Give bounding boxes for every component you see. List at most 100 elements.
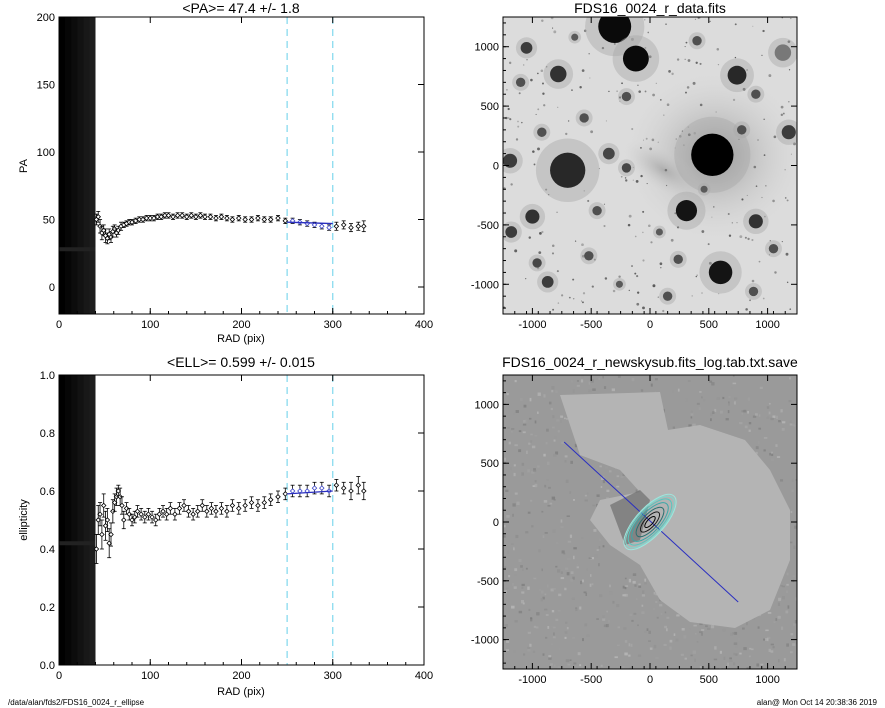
residual-speck: [518, 430, 522, 433]
residual-speck: [504, 457, 506, 461]
faint-source: [642, 231, 644, 234]
pa-plot: 0 100 200 300 400 0 50 100 150 200 <PA>= 47.4 +/-…: [18, 0, 433, 345]
residual-speck: [727, 662, 729, 666]
residual-speck: [572, 389, 575, 393]
faint-source: [676, 226, 680, 229]
residual-speck: [702, 398, 706, 402]
residual-speck: [518, 449, 522, 453]
residual-speck: [729, 660, 733, 662]
residual-speck: [713, 658, 718, 661]
faint-source: [713, 206, 715, 208]
residual-speck: [793, 424, 797, 427]
residual-speck: [569, 659, 572, 662]
residual-speck: [777, 602, 781, 606]
residual-speck: [785, 610, 789, 614]
ell-data-point: [255, 502, 261, 509]
residual-speck: [584, 623, 588, 627]
residual-speck: [791, 478, 794, 483]
bright-source: [598, 17, 632, 43]
residual-speck: [669, 639, 673, 643]
footer-timestamp: alan@ Mon Oct 14 20:38:36 2019: [757, 698, 878, 707]
faint-source: [550, 17, 554, 20]
residual-speck: [546, 428, 549, 432]
residual-speck: [572, 637, 576, 639]
residual-speck: [577, 652, 581, 656]
residual-speck: [681, 628, 685, 631]
faint-source: [709, 175, 711, 177]
faint-source: [601, 46, 605, 50]
residual-speck: [699, 631, 703, 634]
ell-data-point: [242, 502, 248, 509]
residual-speck: [505, 588, 509, 592]
faint-source: [541, 230, 544, 234]
residual-speck: [533, 468, 536, 472]
residual-speck: [698, 407, 701, 411]
residual-speck: [546, 461, 550, 466]
pa-masked-band: [89, 17, 96, 314]
faint-source: [604, 277, 608, 280]
residual-speck: [514, 620, 518, 623]
residual-speck: [589, 574, 592, 577]
faint-source: [551, 252, 555, 255]
residual-speck: [570, 460, 574, 464]
residual-speck: [553, 439, 556, 442]
pa-data-point: [348, 224, 354, 231]
residual-speck: [773, 621, 776, 624]
faint-source: [734, 23, 737, 26]
ell-title: <ELL>= 0.599 +/- 0.015: [167, 354, 315, 370]
ell-data-point: [229, 502, 236, 509]
residual-speck: [583, 591, 587, 594]
pa-data-point: [129, 219, 135, 225]
residual-speck: [734, 397, 738, 400]
residual-speck: [525, 450, 528, 455]
residual-speck: [555, 542, 559, 545]
residual-speck: [624, 585, 629, 587]
residual-speck: [594, 554, 598, 558]
residual-speck: [528, 417, 532, 420]
residual-speck: [551, 610, 555, 613]
residual-speck: [527, 586, 530, 590]
pa-data-point: [151, 215, 157, 221]
residual-speck: [734, 631, 738, 635]
residual-speck: [573, 547, 577, 550]
faint-source: [634, 272, 637, 275]
residual-speck: [596, 494, 600, 497]
residual-speck: [530, 440, 533, 443]
residual-speck: [690, 416, 693, 419]
faint-source: [646, 182, 648, 185]
residual-speck: [579, 664, 582, 667]
ell-data-point: [138, 511, 144, 517]
residual-speck: [629, 667, 632, 669]
residual-speck: [567, 557, 571, 561]
faint-source: [731, 222, 734, 224]
residual-speck: [768, 648, 771, 652]
faint-source: [581, 69, 585, 72]
residual-speck: [690, 667, 694, 669]
faint-source: [762, 297, 765, 300]
residual-speck: [786, 643, 789, 647]
bright-source: [675, 200, 698, 222]
faint-source: [509, 118, 512, 121]
pa-xtick-label: 300: [324, 319, 342, 331]
bright-source: [768, 243, 779, 254]
residual-speck: [565, 621, 568, 624]
residual-speck: [565, 418, 569, 420]
residual-speck: [548, 655, 552, 658]
faint-source: [708, 261, 712, 265]
residual-speck: [733, 642, 738, 646]
pa-data-point: [165, 212, 172, 219]
data-image-ytick-label: -500: [477, 220, 499, 232]
residual-speck: [692, 650, 697, 654]
data-image-ytick-label: -1000: [471, 279, 499, 291]
residual-speck: [787, 605, 790, 609]
residual-speck: [557, 609, 561, 612]
residual-speck: [542, 596, 545, 600]
residual-speck: [780, 626, 784, 630]
residual-speck: [589, 583, 592, 587]
faint-source: [649, 147, 653, 151]
residual-speck: [505, 587, 509, 590]
residual-speck: [547, 504, 551, 507]
residual-speck: [602, 618, 606, 622]
residual-speck: [747, 397, 751, 401]
ell-masked-band: [71, 375, 78, 665]
